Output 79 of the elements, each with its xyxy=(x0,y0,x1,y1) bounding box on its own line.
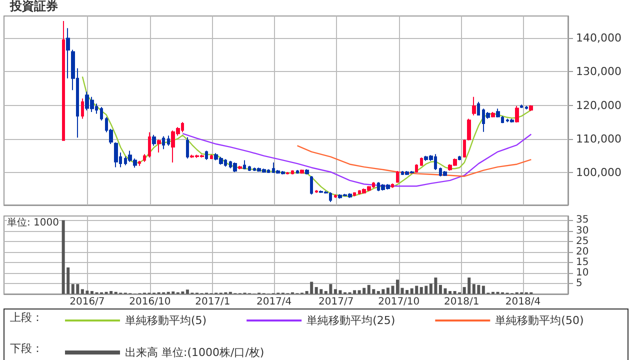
y-tick-label: 20 xyxy=(576,246,589,258)
candlestick xyxy=(496,108,500,118)
candlestick xyxy=(491,112,495,118)
candlestick xyxy=(396,170,399,184)
x-tick-label: 2018/1 xyxy=(444,296,480,308)
y-tick-label: 130,000 xyxy=(576,65,622,78)
y-tick-label: 35 xyxy=(576,214,589,226)
candlestick xyxy=(162,136,165,150)
legend-title: 上段： xyxy=(10,311,43,324)
x-tick-label: 2017/1 xyxy=(195,296,230,308)
candlestick xyxy=(415,164,418,174)
y-tick-label: 120,000 xyxy=(576,98,622,112)
candlestick xyxy=(420,156,423,166)
line-series xyxy=(82,76,532,197)
candlestick xyxy=(515,105,519,123)
candlestick xyxy=(186,136,189,160)
candlestick xyxy=(310,176,313,196)
x-tick-label: 2018/4 xyxy=(505,296,541,308)
legend-label: 単純移動平均(5) xyxy=(125,314,207,327)
y-tick-label: 100,000 xyxy=(576,166,622,180)
candlestick xyxy=(520,104,523,108)
candlestick xyxy=(148,132,151,158)
candlestick xyxy=(100,106,103,121)
candlestick xyxy=(472,96,476,116)
candlestick xyxy=(391,182,394,188)
candlestick xyxy=(233,162,237,172)
legend-label: 出来高 単位:(1000株/口/枚) xyxy=(125,346,264,359)
y-tick-label: 30 xyxy=(576,225,589,236)
candlestick xyxy=(458,155,461,161)
candlestick xyxy=(157,139,161,153)
line-series xyxy=(296,145,532,177)
candlestick xyxy=(286,171,289,175)
legend-label: 単純移動平均(50) xyxy=(495,314,584,327)
x-tick-label: 2017/10 xyxy=(378,296,420,308)
candlestick xyxy=(138,160,141,166)
bar xyxy=(396,280,400,294)
y-tick-label: 25 xyxy=(576,236,589,247)
candlestick xyxy=(81,98,84,120)
candlestick xyxy=(463,139,466,158)
candlestick xyxy=(205,150,208,160)
y-tick-label: 15 xyxy=(576,256,589,268)
candlestick xyxy=(529,104,533,112)
candlestick xyxy=(66,28,70,79)
y-tick-label: 5 xyxy=(576,278,582,289)
candlestick xyxy=(467,118,471,141)
y-tick-label: 110,000 xyxy=(576,132,622,146)
candlestick xyxy=(305,168,309,175)
legend-title: 下段： xyxy=(10,342,43,355)
candlestick xyxy=(167,135,170,146)
candlestick xyxy=(143,154,146,162)
candlestick xyxy=(238,165,242,170)
candlestick xyxy=(300,169,304,174)
candlestick xyxy=(477,101,480,116)
candlestick xyxy=(315,190,318,194)
candlestick xyxy=(334,194,337,198)
x-tick-label: 2017/7 xyxy=(318,296,354,308)
x-tick-label: 2016/10 xyxy=(129,296,171,308)
candlestick xyxy=(510,118,514,123)
candlestick xyxy=(210,154,213,160)
y-tick-label: 140,000 xyxy=(576,31,622,44)
candlestick xyxy=(152,134,156,146)
candlestick xyxy=(114,142,118,168)
x-tick-label: 2016/7 xyxy=(70,296,105,308)
bar xyxy=(448,291,452,294)
legend-label: 単純移動平均(25) xyxy=(306,314,396,327)
candlestick xyxy=(296,169,299,174)
annotation: 単位: 1000 xyxy=(7,216,59,228)
candlestick xyxy=(62,20,65,141)
line-series xyxy=(182,132,532,187)
candlestick xyxy=(243,160,246,170)
candlestick xyxy=(501,116,504,124)
candlestick xyxy=(291,170,294,175)
chart-title: 投資証券 xyxy=(9,0,59,13)
y-tick-label: 10 xyxy=(576,267,589,278)
candlestick xyxy=(525,105,528,110)
candlestick xyxy=(443,170,447,177)
candlestick xyxy=(248,165,251,172)
candlestick xyxy=(353,192,356,197)
x-tick-label: 2017/4 xyxy=(256,296,292,308)
